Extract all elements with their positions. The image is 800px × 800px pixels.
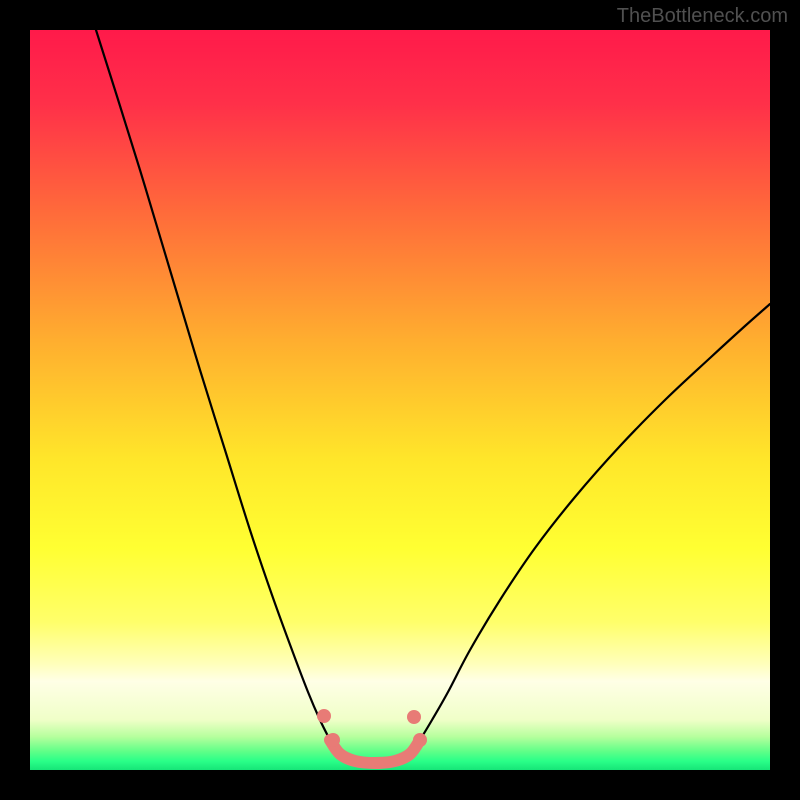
watermark-text: TheBottleneck.com [617,5,788,28]
trough-dot [413,733,427,747]
plot-svg [0,0,800,800]
chart-stage: TheBottleneck.com [0,0,800,800]
trough-dot [407,710,421,724]
trough-dot [317,709,331,723]
trough-dot [326,733,340,747]
plot-background [30,30,770,770]
